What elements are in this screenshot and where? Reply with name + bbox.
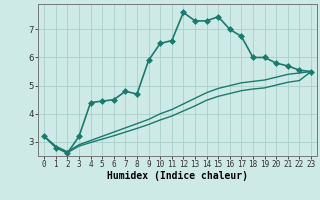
X-axis label: Humidex (Indice chaleur): Humidex (Indice chaleur) bbox=[107, 171, 248, 181]
